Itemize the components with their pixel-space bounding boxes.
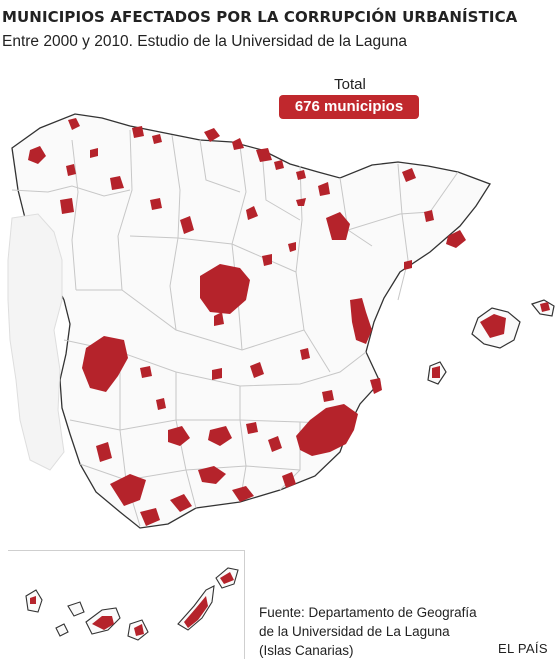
spain-map (7, 113, 555, 529)
canary-islands-map (25, 567, 239, 641)
balearic-islands (427, 299, 555, 385)
map-title: MUNICIPIOS AFECTADOS POR LA CORRUPCIÓN U… (2, 8, 518, 26)
portugal-area (7, 213, 65, 471)
total-badge: 676 municipios (279, 95, 419, 119)
affected-municipalities (28, 118, 550, 526)
peninsula-outline (11, 113, 491, 529)
source-line: de la Universidad de La Laguna (259, 624, 450, 639)
total-label: Total (334, 76, 366, 93)
source-line: (Islas Canarias) (259, 643, 354, 658)
canary-affected-municipalities (30, 572, 234, 636)
canary-islands-inset-frame (8, 550, 245, 659)
source-note: Fuente: Departamento de Geografía de la … (259, 603, 477, 660)
source-line: Fuente: Departamento de Geografía (259, 605, 477, 620)
map-subtitle: Entre 2000 y 2010. Estudio de la Univers… (2, 33, 408, 50)
publisher-credit: EL PAÍS (498, 641, 548, 656)
